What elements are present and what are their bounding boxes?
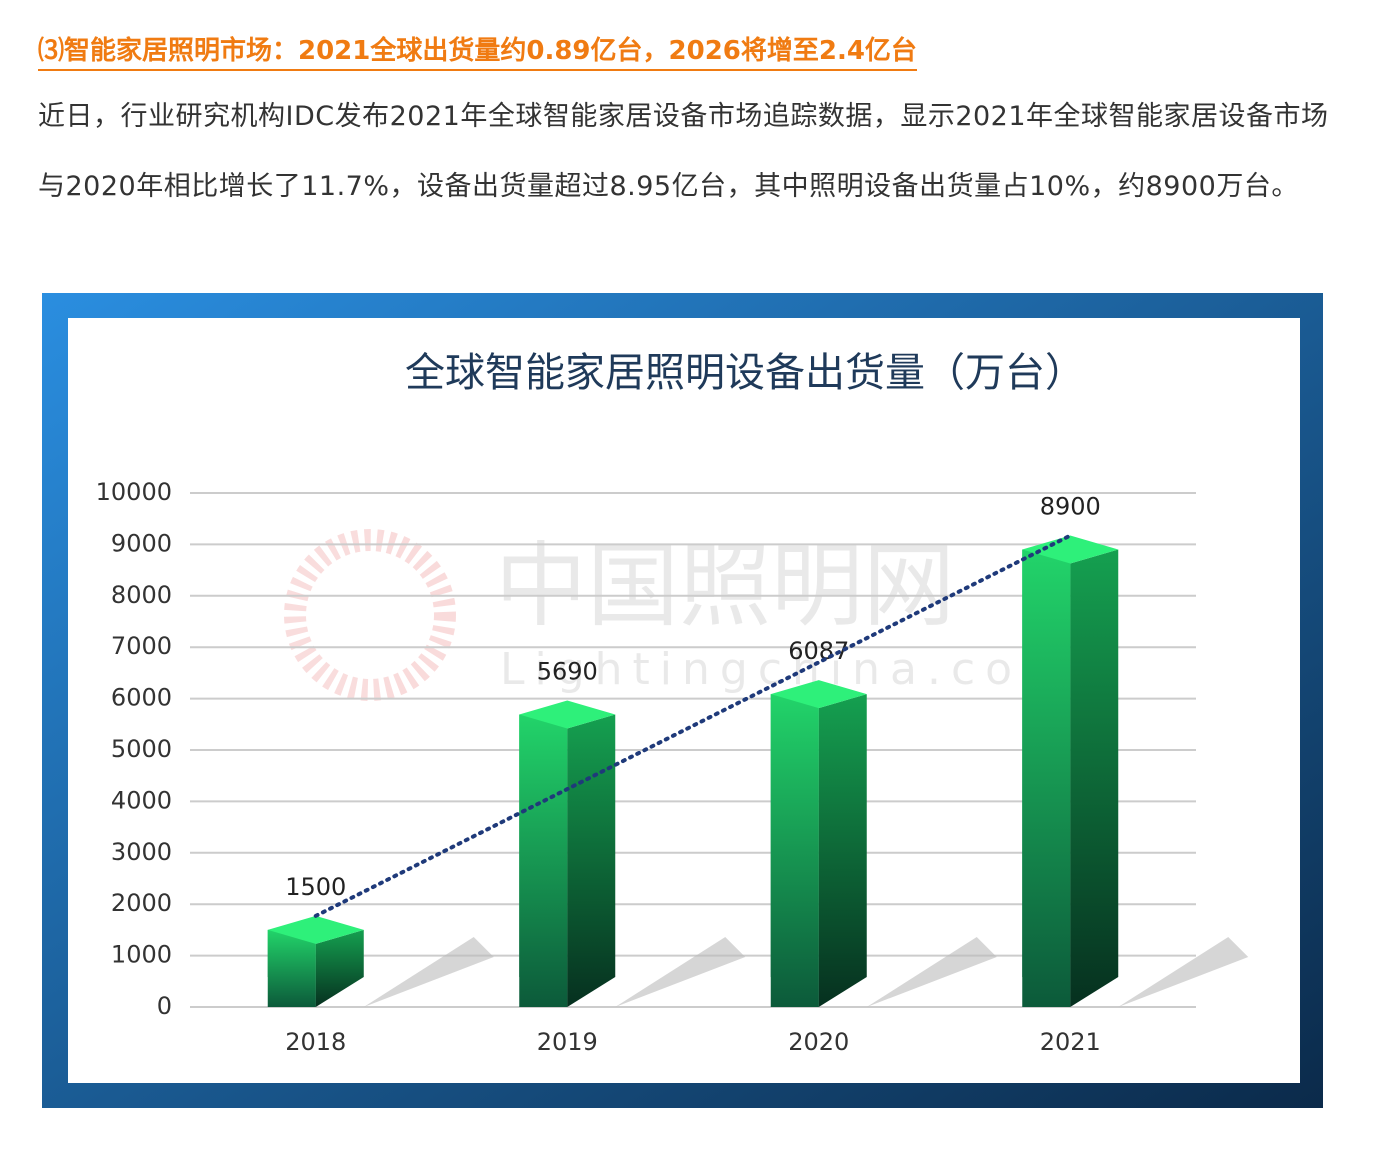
watermark: 中国照明网 Lightingchina.com [284,529,1075,701]
watermark-logo [284,529,456,701]
bar-side [1070,549,1119,1007]
bar-front-right [1022,549,1071,1007]
bar-top [267,915,364,944]
x-tick-label: 2018 [285,1028,346,1056]
chart-title: 全球智能家居照明设备出货量（万台） [405,350,1085,396]
bar-side [315,929,364,1007]
bar-front-right [519,714,568,1007]
bar-front-right [770,694,819,1007]
paragraph: 近日，行业研究机构IDC发布2021年全球智能家居设备市场追踪数据，显示2021… [38,101,1329,202]
heading: ⑶智能家居照明市场：2021全球出货量约0.89亿台，2026将增至2.4亿台 [38,30,917,71]
bar-front-right [267,929,316,1007]
y-tick-label: 1000 [111,941,172,969]
bar-shadow [866,937,997,1007]
y-tick-label: 2000 [111,889,172,917]
bar-side [818,694,867,1007]
bar-top [519,700,616,729]
value-label: 8900 [1040,493,1101,521]
y-tick-label: 5000 [111,735,172,763]
y-tick-label: 0 [157,992,172,1020]
y-tick-label: 10000 [96,478,172,506]
watermark-text: Lightingchina.com [500,644,1075,695]
y-tick-label: 7000 [111,632,172,660]
bar-top [1022,535,1119,564]
y-tick-label: 9000 [111,529,172,557]
trend-line [313,533,1073,918]
y-tick-label: 8000 [111,581,172,609]
y-tick-label: 6000 [111,684,172,712]
y-tick-label: 3000 [111,838,172,866]
bar-shadow [1118,937,1249,1007]
x-tick-label: 2019 [537,1028,598,1056]
value-label: 1500 [285,873,346,901]
bar-shadow [615,937,746,1007]
value-label: 5690 [537,658,598,686]
x-tick-label: 2021 [1040,1028,1101,1056]
bar-side [567,714,616,1007]
y-tick-label: 4000 [111,786,172,814]
bar-top [770,680,867,709]
bar-shadow [363,937,494,1007]
x-tick-label: 2020 [788,1028,849,1056]
watermark-text: 中国照明网 [495,532,955,639]
